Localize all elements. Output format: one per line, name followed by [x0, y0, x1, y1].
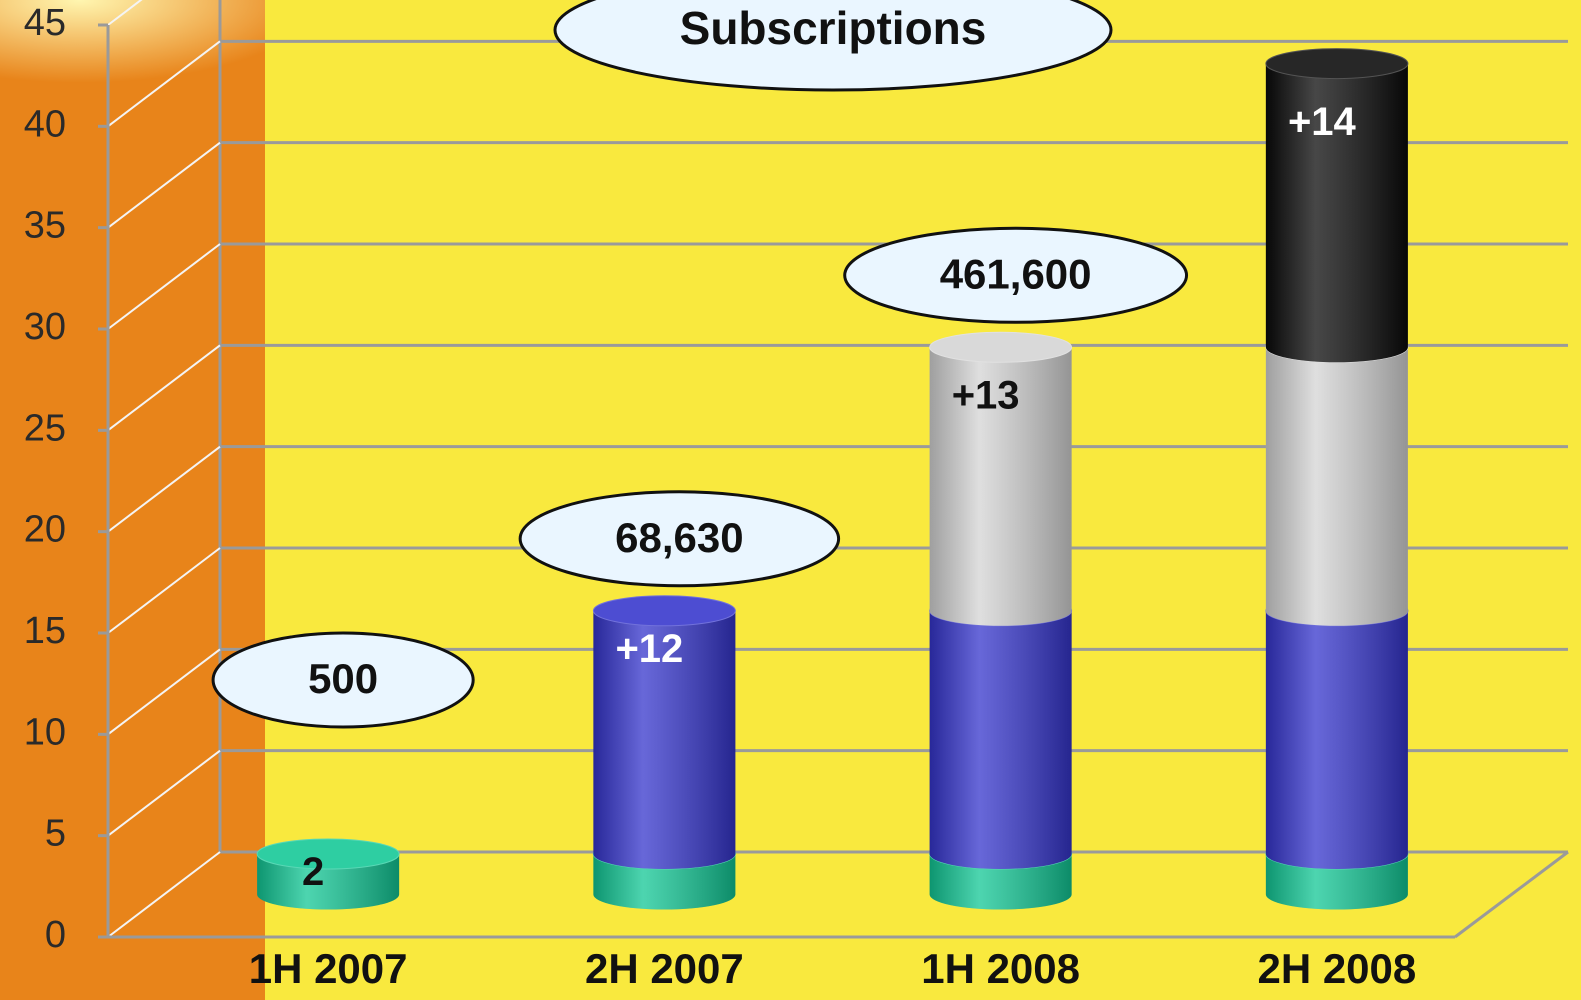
x-tick-label: 2H 2008 — [1257, 945, 1416, 992]
y-tick-label: 5 — [45, 813, 66, 855]
cylinder-shading — [1266, 611, 1408, 869]
side-strip — [0, 0, 265, 1000]
cylinder-top — [257, 839, 399, 869]
x-tick-label: 1H 2007 — [249, 945, 408, 992]
cylinder-top — [1266, 49, 1408, 79]
chart-title: Subscriptions — [680, 2, 987, 54]
annotation: 461,600 — [940, 250, 1092, 297]
data-label: +13 — [952, 374, 1020, 418]
data-label: +12 — [615, 627, 683, 671]
cylinder-top — [930, 332, 1072, 362]
annotation: 68,630 — [615, 514, 743, 561]
y-tick-label: 15 — [24, 610, 66, 652]
y-tick-label: 45 — [24, 2, 66, 44]
page: 0 5 10 15 20 25 30 35 40 45 1H 2007 2H 2007 1H 2008 2… — [0, 0, 1581, 1000]
chart: 0 5 10 15 20 25 30 35 40 45 1H 2007 2H 2007 1H 2008 2… — [0, 0, 1581, 1000]
y-tick-label: 25 — [24, 407, 66, 449]
y-tick-label: 40 — [24, 103, 66, 145]
annotation: 500 — [308, 655, 378, 702]
data-label: 2 — [302, 850, 324, 894]
y-tick-label: 0 — [45, 914, 66, 956]
cylinder-shading — [930, 611, 1072, 869]
x-tick-label: 1H 2008 — [921, 945, 1080, 992]
y-tick-label: 30 — [24, 306, 66, 348]
data-label: +14 — [1288, 100, 1357, 144]
y-tick-label: 20 — [24, 509, 66, 551]
y-tick-label: 35 — [24, 205, 66, 247]
cylinder-top — [593, 596, 735, 626]
y-tick-label: 10 — [24, 711, 66, 753]
x-tick-label: 2H 2007 — [585, 945, 744, 992]
cylinder-shading — [1266, 347, 1408, 625]
